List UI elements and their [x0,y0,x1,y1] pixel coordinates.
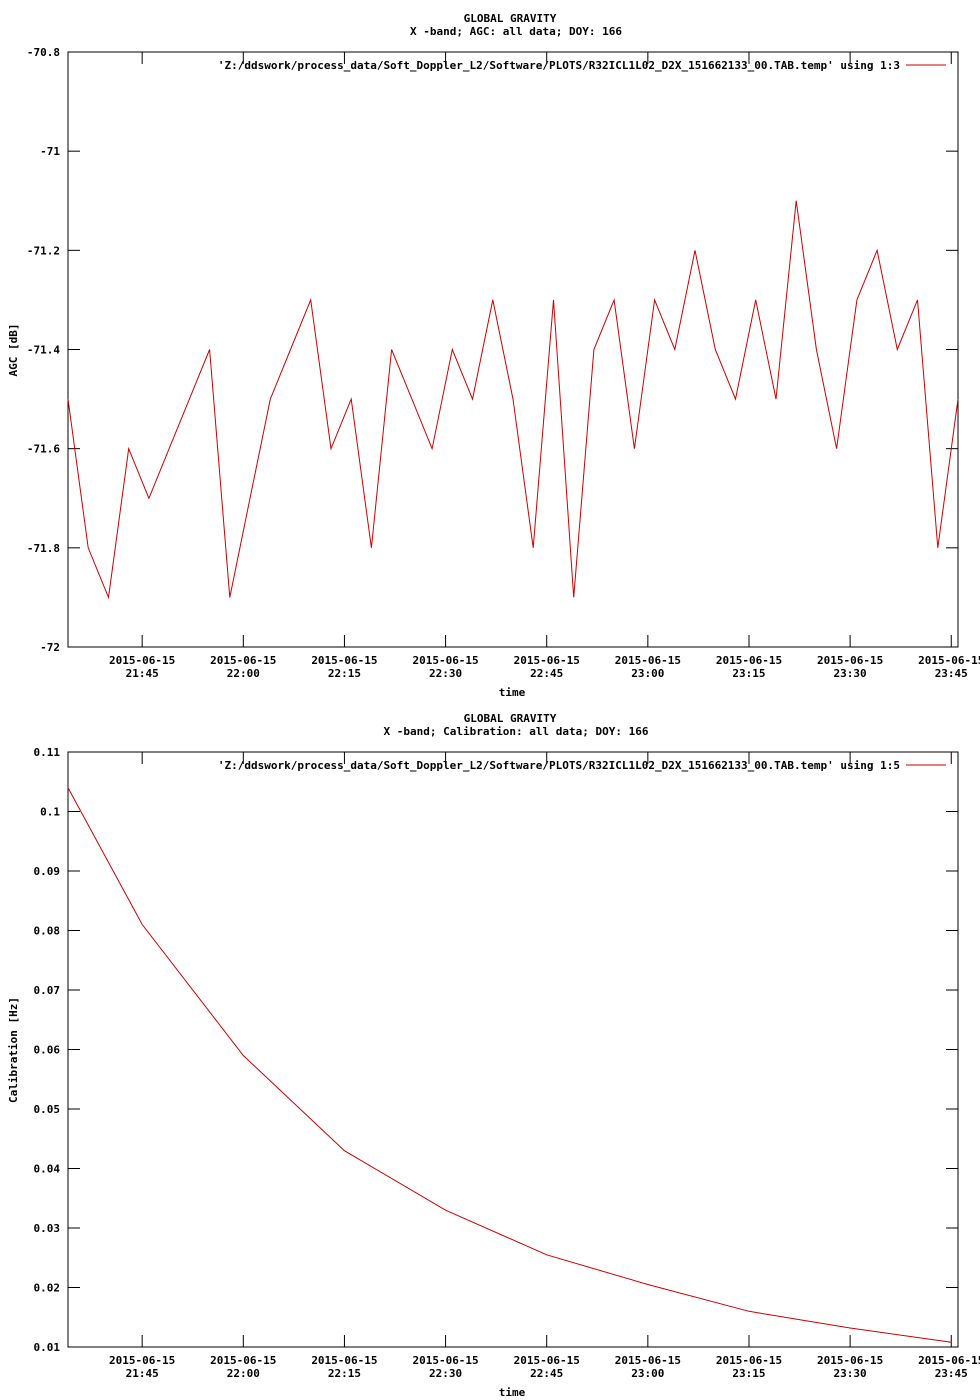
chart-1-xtick-date: 2015-06-15 [109,654,175,667]
chart-1: GLOBAL GRAVITY X -band; AGC: all data; D… [7,12,980,699]
chart-2-ytick-label: 0.02 [34,1282,61,1295]
chart-1-title: GLOBAL GRAVITY [464,12,557,25]
chart-1-xtick-date: 2015-06-15 [210,654,276,667]
chart-2-xtick-date: 2015-06-15 [817,1354,883,1367]
chart-2-xtick-date: 2015-06-15 [615,1354,681,1367]
chart-1-ytick-label: -71.4 [27,344,60,357]
chart-1-xtick-date: 2015-06-15 [615,654,681,667]
chart-1-xtick-date: 2015-06-15 [716,654,782,667]
chart-2-title: GLOBAL GRAVITY [464,712,557,725]
chart-2-xtick-time: 23:45 [935,1367,968,1380]
chart-2-xtick-time: 22:30 [429,1367,462,1380]
chart-1-xtick-time: 23:45 [935,667,968,680]
chart-2-xtick-time: 22:15 [328,1367,361,1380]
chart-1-xtick-date: 2015-06-15 [412,654,478,667]
chart-2-ytick-label: 0.01 [34,1341,61,1354]
chart-2-ytick-label: 0.04 [34,1163,61,1176]
chart-1-ylabel: AGC [dB] [7,324,20,377]
chart-2-subtitle: X -band; Calibration: all data; DOY: 166 [384,725,649,738]
chart-1-xtick-time: 22:15 [328,667,361,680]
chart-1-xtick-time: 23:30 [834,667,867,680]
chart-1-xtick-date: 2015-06-15 [514,654,580,667]
chart-2-ytick-label: 0.03 [34,1222,61,1235]
chart-1-xtick-time: 22:00 [227,667,260,680]
chart-1-xlabel: time [499,686,526,699]
chart-2-ytick-label: 0.08 [34,925,61,938]
chart-1-ytick-label: -70.8 [27,46,60,59]
chart-1-xtick-time: 23:15 [732,667,765,680]
chart-1-xtick-time: 22:45 [530,667,563,680]
chart-2-xtick-date: 2015-06-15 [514,1354,580,1367]
chart-2-ytick-label: 0.05 [34,1103,61,1116]
chart-2-xtick-time: 23:15 [732,1367,765,1380]
chart-1-ytick-label: -72 [40,641,60,654]
chart-2-xtick-date: 2015-06-15 [109,1354,175,1367]
chart-1-xtick-date: 2015-06-15 [311,654,377,667]
chart-2-xtick-date: 2015-06-15 [210,1354,276,1367]
chart-2-xtick-date: 2015-06-15 [918,1354,980,1367]
chart-2-ytick-label: 0.07 [34,984,61,997]
chart-1-subtitle: X -band; AGC: all data; DOY: 166 [410,25,622,38]
chart-2-ytick-label: 0.06 [34,1044,61,1057]
chart-2-ytick-label: 0.09 [34,865,61,878]
chart-2-xtick-time: 23:30 [834,1367,867,1380]
chart-2-ylabel: Calibration [Hz] [7,997,20,1103]
chart-1-xtick-date: 2015-06-15 [918,654,980,667]
chart-2-xtick-time: 23:00 [631,1367,664,1380]
chart-1-ytick-label: -71.8 [27,542,60,555]
chart-2-xtick-date: 2015-06-15 [716,1354,782,1367]
chart-1-ytick-label: -71 [40,145,60,158]
chart-1-xtick-time: 22:30 [429,667,462,680]
chart-2-xtick-date: 2015-06-15 [311,1354,377,1367]
chart-2-xtick-time: 21:45 [126,1367,159,1380]
chart-1-series-line [67,200,959,600]
chart-1-ytick-label: -71.6 [27,443,60,456]
chart-2-xtick-date: 2015-06-15 [412,1354,478,1367]
chart-2-series-line [67,787,952,1343]
chart-1-ytick-label: -71.2 [27,244,60,257]
chart-1-legend-label: 'Z:/ddswork/process_data/Soft_Doppler_L2… [218,59,900,72]
chart-2: GLOBAL GRAVITY X -band; Calibration: all… [7,712,980,1399]
chart-2-plot-frame [67,751,959,1348]
chart-1-plot-frame [67,51,959,648]
chart-2-ytick-label: 0.1 [40,806,60,819]
chart-2-xtick-time: 22:00 [227,1367,260,1380]
chart-2-ytick-label: 0.11 [34,746,61,759]
chart-2-xlabel: time [499,1386,526,1399]
chart-1-xtick-time: 23:00 [631,667,664,680]
chart-1-xtick-date: 2015-06-15 [817,654,883,667]
chart-2-legend-label: 'Z:/ddswork/process_data/Soft_Doppler_L2… [218,759,900,772]
chart-1-xtick-time: 21:45 [126,667,159,680]
chart-2-xtick-time: 22:45 [530,1367,563,1380]
